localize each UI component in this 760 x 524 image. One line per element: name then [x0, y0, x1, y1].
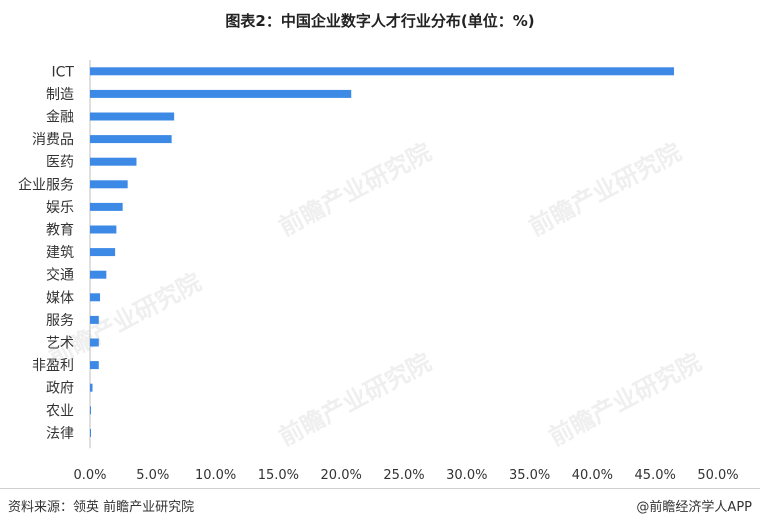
bar [90, 293, 101, 302]
bar [90, 225, 117, 234]
bar [90, 406, 91, 415]
bar [90, 338, 99, 347]
y-tick-label: 交通 [46, 267, 74, 284]
x-tick-label: 0.0% [73, 468, 106, 483]
y-tick-label: 消费品 [32, 132, 74, 148]
y-tick-label: 建筑 [46, 245, 74, 261]
x-tick-label: 25.0% [383, 468, 424, 483]
y-tick-label: 医药 [46, 155, 74, 171]
footer: 资料来源：领英 前瞻产业研究院 @前瞻经济学人APP [0, 490, 760, 524]
bar [90, 67, 675, 76]
source-note: 资料来源：领英 前瞻产业研究院 [8, 500, 195, 515]
bar [90, 89, 352, 98]
bar [90, 180, 128, 189]
x-tick-label: 50.0% [697, 468, 738, 483]
x-tick-label: 35.0% [509, 468, 550, 483]
bar [90, 270, 107, 279]
bar [90, 315, 99, 324]
x-tick-label: 30.0% [446, 468, 487, 483]
chart-title: 图表2：中国企业数字人才行业分布(单位：%) [225, 12, 535, 30]
y-tick-label: 教育 [46, 223, 74, 239]
x-tick-label: 5.0% [136, 468, 169, 483]
y-tick-label: ICT [52, 64, 75, 80]
footer-divider [0, 488, 760, 489]
x-tick-label: 20.0% [321, 468, 362, 483]
y-tick-label: 娱乐 [46, 200, 74, 216]
bar [90, 157, 137, 166]
x-tick-label: 15.0% [258, 468, 299, 483]
y-tick-label: 非盈利 [32, 358, 74, 374]
bar [90, 383, 93, 392]
bar [90, 361, 99, 370]
y-tick-label: 服务 [46, 313, 74, 329]
y-tick-label: 制造 [46, 87, 74, 103]
y-tick-label: 金融 [46, 110, 74, 126]
x-tick-label: 45.0% [635, 468, 676, 483]
bar [90, 112, 175, 121]
bar [90, 248, 116, 257]
y-tick-label: 艺术 [46, 336, 74, 352]
bar [90, 202, 123, 211]
bar [90, 428, 91, 437]
y-tick-label: 媒体 [46, 290, 74, 306]
y-tick-label: 企业服务 [18, 176, 74, 193]
x-tick-label: 10.0% [195, 468, 236, 483]
y-tick-label: 法律 [46, 426, 74, 442]
y-tick-label: 农业 [46, 403, 74, 419]
bar [90, 135, 172, 144]
brand-credit: @前瞻经济学人APP [636, 500, 752, 515]
x-tick-label: 40.0% [572, 468, 613, 483]
y-tick-label: 政府 [46, 381, 74, 397]
